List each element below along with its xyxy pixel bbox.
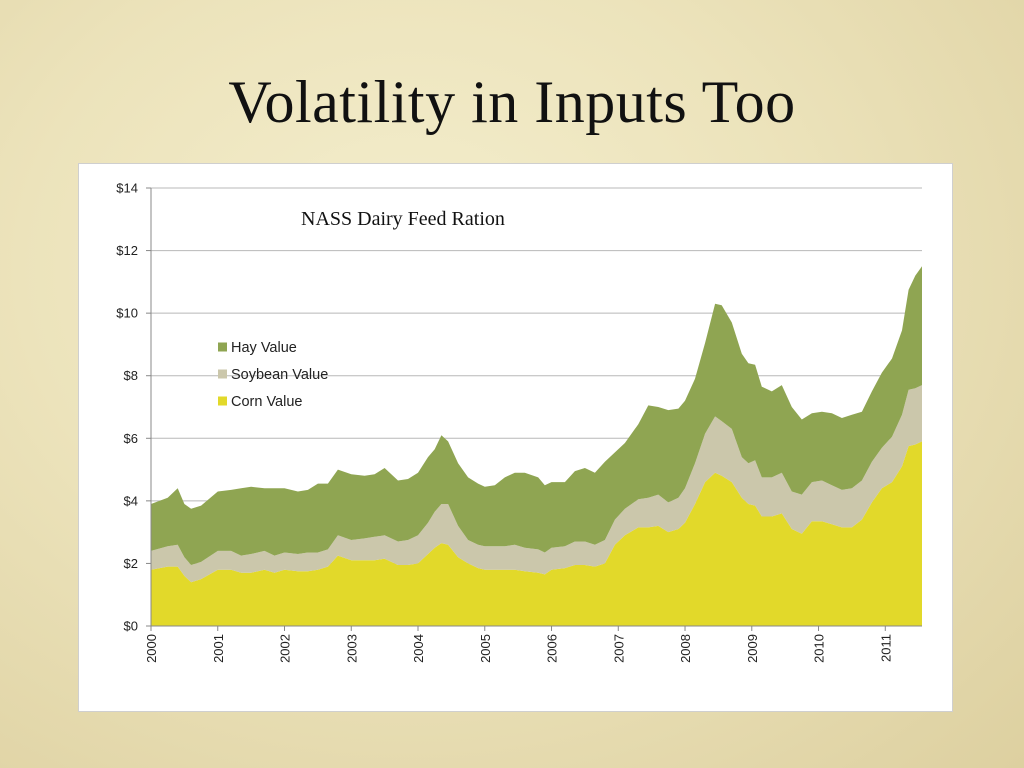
x-tick-label: 2011 [878, 634, 893, 662]
area-series [151, 266, 922, 626]
x-tick-label: 2005 [478, 634, 493, 663]
legend-label-hay-value: Hay Value [231, 340, 297, 356]
legend-label-soybean-value: Soybean Value [231, 367, 328, 383]
x-tick-label: 2000 [144, 634, 159, 663]
y-tick-labels: $0 $2 $4 $6 $8 $10 $12 $14 [116, 181, 138, 634]
y-tick-label: $12 [116, 243, 138, 258]
x-tick-label: 2009 [745, 634, 760, 663]
x-tick-labels: 2000 2001 2002 2003 2004 2005 2006 2007 2008 2009… [144, 634, 893, 663]
y-tick-label: $10 [116, 306, 138, 321]
x-tick-label: 2008 [678, 634, 693, 663]
chart-title: NASS Dairy Feed Ration [301, 208, 505, 230]
legend-swatch-corn-value [218, 396, 227, 406]
x-tick-label: 2010 [812, 634, 827, 663]
area-soybean-value [151, 385, 922, 583]
area-corn-value [151, 441, 922, 626]
x-tick-label: 2003 [344, 634, 359, 663]
slide-title: Volatility in Inputs Too [228, 69, 796, 135]
x-tick-label: 2006 [545, 634, 560, 663]
x-tick-label: 2001 [211, 634, 226, 663]
y-tick-label: $4 [124, 493, 138, 508]
y-tick-label: $8 [124, 368, 138, 383]
x-tick-label: 2002 [278, 634, 293, 663]
chart-panel: $0 $2 $4 $6 $8 $10 $12 $14 2000 2001 2002 2003 2004… [78, 163, 953, 712]
y-tick-label: $6 [124, 431, 138, 446]
area-hay-value [151, 266, 922, 565]
y-tick-label: $0 [124, 619, 138, 634]
x-tick-label: 2004 [411, 634, 426, 663]
legend-swatch-soybean-value [218, 369, 227, 379]
y-tick-label: $2 [124, 556, 138, 571]
y-tick-label: $14 [116, 181, 138, 196]
legend: Hay Value Soybean Value Corn Value [218, 340, 328, 410]
legend-label-corn-value: Corn Value [231, 394, 302, 410]
legend-swatch-hay-value [218, 342, 227, 352]
stacked-area-chart: $0 $2 $4 $6 $8 $10 $12 $14 2000 2001 2002 2003 2004… [116, 181, 922, 663]
x-tick-label: 2007 [611, 634, 626, 663]
axes [146, 187, 922, 631]
